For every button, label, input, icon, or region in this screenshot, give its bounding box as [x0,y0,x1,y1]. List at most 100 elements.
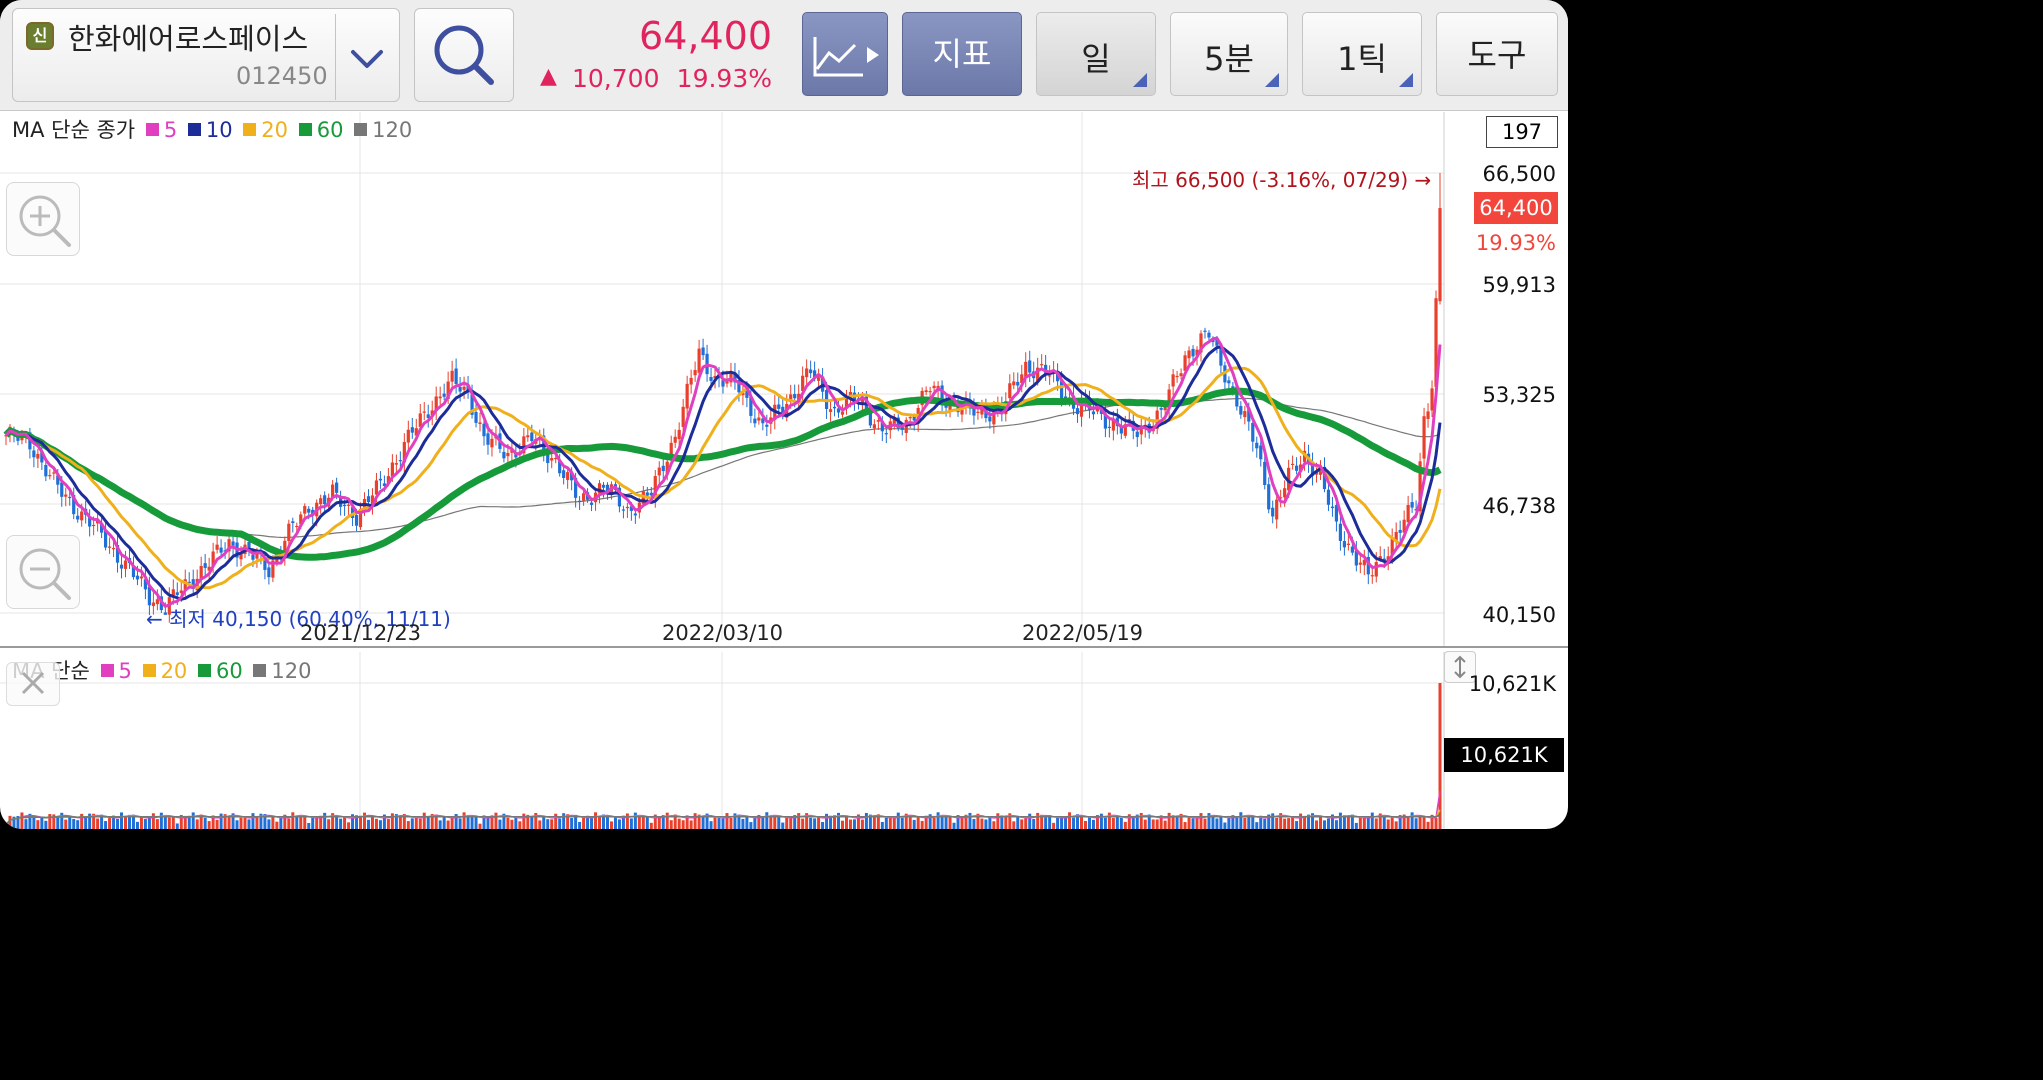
volume-bar [1131,816,1135,829]
candle-body [251,554,255,560]
candle-body [111,547,116,550]
volume-bar [1251,816,1255,829]
period-button[interactable]: 일 [1036,12,1156,96]
candle-body [143,579,148,590]
volume-bar [438,820,442,829]
candle-body [72,494,76,515]
candle-body [1279,497,1283,499]
candle-body [80,511,84,521]
volume-bar [717,818,721,829]
volume-bar [259,813,263,829]
volume-bar [450,816,454,829]
candle-body [1310,461,1315,476]
candle-body [1087,400,1092,411]
volume-bar [793,815,797,829]
search-button[interactable] [414,8,514,102]
volume-bar [28,813,32,829]
volume-bar [131,814,135,829]
volume-bar [1326,818,1330,829]
x-label-1: 2021/12/23 [300,621,422,645]
ma20-path [4,366,1442,590]
candle-body [1075,408,1080,415]
volume-bar [657,816,661,829]
volume-bar [1127,814,1131,829]
candle-body [1159,408,1163,410]
indicator-button[interactable]: 지표 [902,12,1022,96]
volume-bar [972,819,976,829]
volume-bar [884,817,888,829]
volume-bar [956,815,960,829]
candle-body [868,408,872,426]
price-ma-legend[interactable]: MA 단순 종가 5 10 20 60 120 [12,114,416,144]
candle-body [96,520,100,524]
candle-body [68,496,72,499]
candle-body [562,470,566,478]
volume-bar [530,815,534,829]
candle-body [1227,380,1231,384]
candle-body [709,377,713,381]
candle-body [307,508,311,513]
volume-bar [888,816,892,829]
tools-button[interactable]: 도구 [1436,12,1558,96]
volume-bar [1350,814,1354,829]
chart-type-button[interactable] [802,12,888,96]
candle-body [1255,442,1259,449]
candle-body [781,406,785,415]
volume-bar [1123,821,1127,829]
volume-bar [765,812,769,829]
volume-bar [1048,815,1052,829]
current-price: 64,400 [639,14,772,58]
candle-body [1291,463,1295,466]
volume-bar [1024,818,1028,829]
candle-body [649,492,653,496]
volume-bar [219,813,223,829]
candle-body [1095,407,1100,412]
close-volume-button[interactable] [6,662,60,706]
candle-body [1283,488,1287,498]
resize-volume-button[interactable] [1444,651,1476,683]
candle-body [1330,506,1335,509]
volume-bar [833,815,837,829]
volume-bar [410,818,414,829]
volume-chart[interactable] [0,650,1568,829]
stock-dropdown-button[interactable] [335,14,399,100]
volume-bar [924,815,928,829]
tick-button[interactable]: 1틱 [1302,12,1422,96]
candle-body [175,592,179,596]
candle-body [422,411,426,413]
volume-bar [1187,817,1191,829]
volume-bar [856,814,860,829]
volume-bar [1099,813,1103,829]
candle-body [725,380,729,384]
candle-body [574,477,578,498]
candle-body [558,459,562,474]
volume-bars [4,683,1442,829]
zoom-out-button[interactable] [6,535,80,609]
volume-bar [944,816,948,829]
price-chart[interactable] [0,110,1568,648]
volume-bar [968,812,972,829]
volume-bar [848,819,852,829]
visible-count-box[interactable]: 197 [1486,116,1558,148]
volume-bar [12,816,16,829]
candle-body [980,407,984,415]
volume-bar [462,812,466,829]
stock-name[interactable]: 한화에어로스페이스 [68,22,309,56]
candle-body [378,478,383,481]
volume-bar [1087,816,1091,829]
volume-bar [574,814,578,829]
volume-bar [562,813,566,829]
candle-body [1426,411,1430,419]
candle-body [745,391,749,398]
minute-button[interactable]: 5분 [1170,12,1288,96]
volume-bar [1060,816,1064,829]
candle-body [131,566,136,578]
volume-bar [1195,817,1199,829]
candle-body [183,579,187,590]
ma5-line [4,336,1442,608]
volume-bar [327,819,331,829]
zoom-in-button[interactable] [6,182,80,256]
candle-body [1247,408,1251,422]
candle-body [52,472,56,474]
candle-body [597,483,602,494]
